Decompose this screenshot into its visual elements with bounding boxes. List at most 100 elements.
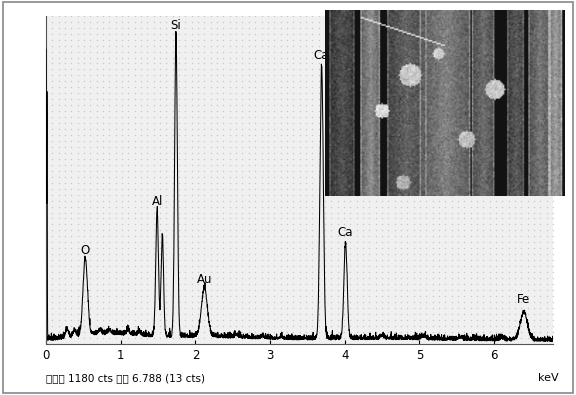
Point [276, 317, 285, 323]
Point [60, 114, 70, 120]
Point [105, 239, 114, 245]
Point [390, 30, 399, 37]
Point [314, 239, 323, 245]
Point [314, 180, 323, 186]
Point [441, 239, 450, 245]
Point [510, 287, 520, 293]
Point [130, 66, 139, 73]
Point [510, 209, 520, 216]
Point [555, 55, 564, 61]
Point [352, 293, 361, 299]
Point [187, 66, 196, 73]
Point [86, 239, 95, 245]
Point [225, 126, 234, 132]
Point [54, 55, 63, 61]
Point [48, 24, 57, 31]
Point [137, 13, 146, 19]
Point [86, 317, 95, 323]
Point [295, 233, 304, 239]
Point [441, 186, 450, 192]
Point [301, 162, 310, 168]
Point [118, 323, 127, 329]
Point [422, 55, 431, 61]
Point [118, 209, 127, 216]
Point [536, 305, 545, 311]
Point [466, 227, 475, 233]
Point [187, 36, 196, 43]
Point [529, 305, 539, 311]
Point [263, 72, 272, 79]
Point [314, 30, 323, 37]
Point [60, 233, 70, 239]
Point [460, 36, 469, 43]
Point [200, 245, 209, 252]
Point [111, 120, 120, 126]
Point [529, 317, 539, 323]
Point [130, 126, 139, 132]
Point [301, 305, 310, 311]
Point [479, 167, 488, 174]
Point [200, 24, 209, 31]
Point [156, 335, 165, 341]
Point [472, 126, 482, 132]
Point [415, 305, 425, 311]
Point [118, 227, 127, 233]
Point [333, 311, 342, 317]
Point [194, 60, 203, 67]
Point [403, 287, 412, 293]
Point [548, 30, 558, 37]
Point [308, 144, 317, 150]
Point [504, 72, 513, 79]
Point [371, 186, 380, 192]
Point [320, 239, 329, 245]
Point [111, 167, 120, 174]
Point [472, 108, 482, 114]
Point [251, 215, 260, 222]
Point [251, 263, 260, 269]
Point [396, 96, 406, 102]
Point [555, 36, 564, 43]
Point [257, 36, 266, 43]
Point [308, 275, 317, 281]
Point [175, 335, 184, 341]
Point [73, 96, 82, 102]
Point [41, 96, 51, 102]
Point [289, 335, 298, 341]
Point [124, 120, 133, 126]
Point [143, 90, 152, 96]
Point [175, 245, 184, 252]
Point [371, 49, 380, 55]
Point [472, 167, 482, 174]
Point [73, 340, 82, 347]
Point [346, 55, 355, 61]
Point [270, 293, 279, 299]
Point [428, 239, 437, 245]
Point [149, 287, 158, 293]
Point [333, 275, 342, 281]
Point [60, 30, 70, 37]
Point [130, 132, 139, 138]
Point [48, 150, 57, 156]
Point [396, 132, 406, 138]
Point [447, 257, 456, 263]
Point [187, 317, 196, 323]
Point [92, 192, 101, 198]
Point [67, 215, 76, 222]
Point [346, 30, 355, 37]
Point [371, 144, 380, 150]
Point [130, 317, 139, 323]
Point [79, 114, 89, 120]
Point [365, 245, 374, 252]
Point [542, 209, 551, 216]
Point [346, 144, 355, 150]
Point [175, 281, 184, 287]
Point [137, 329, 146, 335]
Point [194, 24, 203, 31]
Point [92, 108, 101, 114]
Point [48, 55, 57, 61]
Point [479, 42, 488, 49]
Point [472, 162, 482, 168]
Point [314, 305, 323, 311]
Point [460, 49, 469, 55]
Point [510, 66, 520, 73]
